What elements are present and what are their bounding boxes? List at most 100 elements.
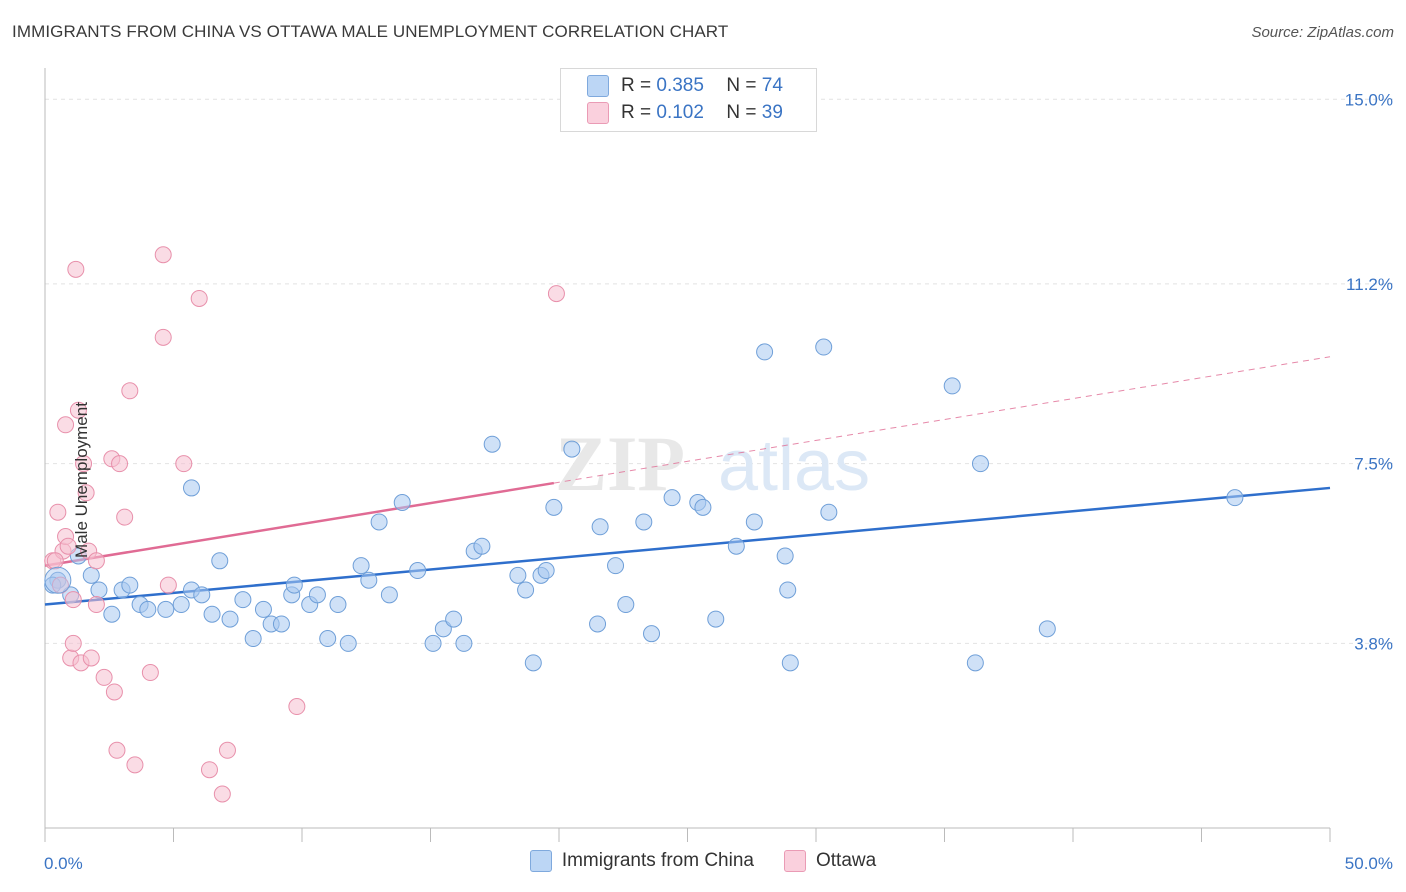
- china-point: [424, 634, 442, 652]
- ottawa-point: [108, 741, 126, 759]
- china-point: [607, 557, 625, 575]
- legend-n-value: 74: [761, 75, 783, 96]
- ottawa-point: [154, 328, 172, 346]
- china-point: [591, 518, 609, 536]
- legend-r-label: R =: [621, 102, 652, 123]
- china-point: [694, 498, 712, 516]
- legend-n-label: N =: [726, 102, 757, 123]
- ottawa-point: [49, 503, 67, 521]
- china-point: [537, 562, 555, 580]
- china-point: [509, 566, 527, 584]
- series-legend-ottawa: Ottawa: [783, 850, 877, 872]
- ottawa-trend-line: [44, 481, 555, 567]
- series-label-ottawa: Ottawa: [815, 850, 877, 871]
- ottawa-point: [288, 698, 306, 716]
- china-point: [82, 566, 100, 584]
- x-tick-label-max: 50.0%: [1345, 854, 1393, 873]
- china-point: [815, 338, 833, 356]
- ottawa-point: [116, 508, 134, 526]
- ottawa-point: [67, 260, 85, 278]
- ottawa-point: [64, 591, 82, 609]
- ottawa-point: [126, 756, 144, 774]
- legend-row-china: R = 0.385 N = 74: [587, 74, 783, 98]
- ottawa-point: [141, 664, 159, 682]
- tick-labels: 3.8% 7.5% 11.2% 15.0% 0.0% 50.0%: [44, 90, 1393, 873]
- china-point: [776, 547, 794, 565]
- china-point: [172, 596, 190, 614]
- china-point: [319, 630, 337, 648]
- legend-r-value: 0.385: [656, 75, 704, 96]
- china-point: [221, 610, 239, 628]
- ottawa-point: [77, 484, 95, 502]
- china-point: [272, 615, 290, 633]
- y-tick-label: 3.8%: [1354, 634, 1393, 653]
- china-point: [370, 513, 388, 531]
- china-point: [121, 576, 139, 594]
- china-point: [203, 605, 221, 623]
- legend-r-label: R =: [621, 75, 652, 96]
- china-point: [1038, 620, 1056, 638]
- china-point: [254, 600, 272, 618]
- source-label: Source: ZipAtlas.com: [1251, 24, 1394, 41]
- china-point: [707, 610, 725, 628]
- china-point: [727, 537, 745, 555]
- china-point: [211, 552, 229, 570]
- watermark-zip: ZIP: [555, 420, 685, 507]
- china-point: [966, 654, 984, 672]
- china-point: [445, 610, 463, 628]
- ottawa-point: [159, 576, 177, 594]
- ottawa-point: [547, 285, 565, 303]
- china-point: [545, 498, 563, 516]
- ottawa-point: [64, 634, 82, 652]
- china-point: [643, 625, 661, 643]
- china-point: [360, 571, 378, 589]
- ottawa-point: [218, 741, 236, 759]
- china-point: [339, 634, 357, 652]
- data-points: [44, 246, 1244, 803]
- ottawa-point: [57, 416, 75, 434]
- china-point: [663, 489, 681, 507]
- ottawa-point: [105, 683, 123, 701]
- series-swatch-ottawa: [783, 850, 806, 872]
- ottawa-point: [87, 552, 105, 570]
- legend-n-value: 39: [761, 102, 783, 123]
- china-point: [90, 581, 108, 599]
- china-point: [285, 576, 303, 594]
- legend-swatch-china: [587, 75, 609, 97]
- china-point: [971, 455, 989, 473]
- series-swatch-china: [529, 850, 552, 872]
- ottawa-point: [111, 455, 129, 473]
- china-point: [617, 596, 635, 614]
- china-point: [563, 440, 581, 458]
- china-point: [103, 605, 121, 623]
- ottawa-point: [69, 401, 87, 419]
- y-axis-label: Male Unemployment: [71, 402, 91, 558]
- chart-title: IMMIGRANTS FROM CHINA VS OTTAWA MALE UNE…: [12, 22, 729, 41]
- china-point: [781, 654, 799, 672]
- china-point: [308, 586, 326, 604]
- legend-row-ottawa: R = 0.102 N = 39: [587, 101, 783, 125]
- china-point: [517, 581, 535, 599]
- china-point: [756, 343, 774, 361]
- china-point: [455, 634, 473, 652]
- china-point: [393, 494, 411, 512]
- china-point: [745, 513, 763, 531]
- ottawa-point: [213, 785, 231, 803]
- china-point: [157, 600, 175, 618]
- watermark-atlas: atlas: [718, 426, 870, 506]
- china-point: [943, 377, 961, 395]
- y-tick-label: 7.5%: [1354, 455, 1393, 474]
- china-point: [589, 615, 607, 633]
- china-point: [193, 586, 211, 604]
- ottawa-point: [95, 668, 113, 686]
- china-point: [352, 557, 370, 575]
- x-tick-label-min: 0.0%: [44, 854, 83, 873]
- ottawa-point: [200, 761, 218, 779]
- china-point: [139, 600, 157, 618]
- china-point: [820, 503, 838, 521]
- china-point: [779, 581, 797, 599]
- legend-swatch-ottawa: [587, 102, 609, 124]
- china-point: [234, 591, 252, 609]
- ottawa-point: [59, 537, 77, 555]
